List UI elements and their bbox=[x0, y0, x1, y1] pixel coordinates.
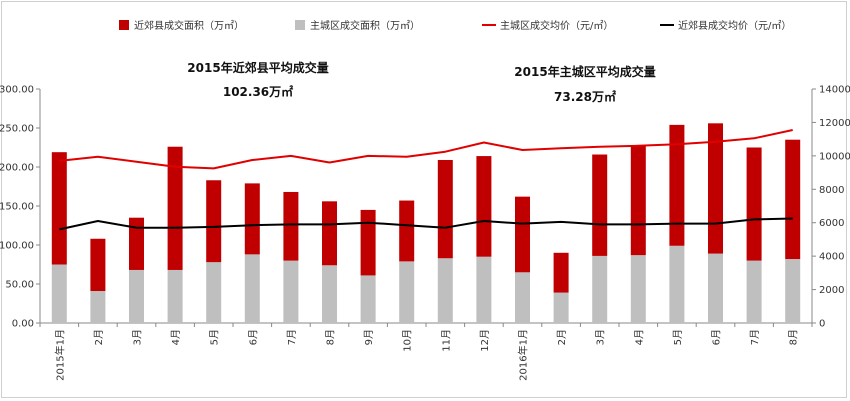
bar-suburban-area bbox=[360, 209, 376, 276]
bar-suburban-area bbox=[592, 154, 608, 256]
bar-suburban-area bbox=[129, 217, 144, 270]
bar-suburban-area bbox=[244, 183, 260, 255]
y-right-tick-label: 4000 bbox=[819, 252, 844, 263]
y-left-tick-label: 100.00 bbox=[0, 241, 34, 252]
bar-suburban-area bbox=[283, 191, 299, 261]
legend-label: 近郊县成交均价（元/㎡） bbox=[678, 19, 791, 32]
x-tick-label: 2月 bbox=[556, 329, 568, 345]
y-left-tick-label: 150.00 bbox=[0, 202, 34, 213]
x-tick-label: 5月 bbox=[672, 329, 684, 345]
bar-urban-area bbox=[553, 292, 569, 323]
bar-suburban-area bbox=[476, 156, 492, 257]
annotation-2015-suburban-value: 102.36万㎡ bbox=[223, 84, 293, 99]
x-tick-label: 4月 bbox=[170, 329, 182, 345]
bar-suburban-area bbox=[206, 180, 222, 263]
bar-urban-area bbox=[669, 245, 685, 323]
y-right-tick-label: 0 bbox=[819, 319, 825, 330]
legend-swatch bbox=[295, 20, 305, 30]
y-left-tick-label: 200.00 bbox=[0, 163, 34, 174]
bars bbox=[51, 123, 801, 323]
legend-label: 主城区成交面积（万㎡） bbox=[310, 19, 420, 32]
bar-urban-area bbox=[708, 253, 723, 323]
bar-urban-area bbox=[360, 275, 376, 323]
bar-urban-area bbox=[51, 264, 67, 323]
y-right-tick-label: 12000 bbox=[819, 118, 850, 129]
bar-suburban-area bbox=[669, 124, 685, 246]
y-left-tick-label: 300.00 bbox=[0, 85, 34, 96]
x-tick-label: 2015年1月 bbox=[53, 329, 66, 381]
bar-urban-area bbox=[630, 255, 646, 323]
line-suburban-price bbox=[59, 217, 793, 231]
bar-suburban-area bbox=[322, 201, 337, 266]
line-urban-price bbox=[59, 129, 793, 170]
bar-suburban-area bbox=[399, 200, 415, 262]
y-right-tick-label: 10000 bbox=[819, 151, 850, 162]
annotation-2015-urban-value: 73.28万㎡ bbox=[554, 89, 616, 104]
x-tick-label: 7月 bbox=[286, 329, 298, 345]
bar-urban-area bbox=[746, 260, 762, 323]
bar-urban-area bbox=[437, 258, 453, 323]
x-tick-label: 3月 bbox=[132, 329, 144, 345]
x-tick-label: 12月 bbox=[479, 329, 491, 352]
y-right-tick-label: 8000 bbox=[819, 185, 844, 196]
x-tick-label: 7月 bbox=[749, 329, 761, 345]
bar-suburban-area bbox=[553, 252, 569, 293]
legend-label: 主城区成交均价（元/㎡） bbox=[500, 19, 613, 32]
x-tick-label: 9月 bbox=[363, 329, 375, 345]
y-left-tick-label: 0.00 bbox=[12, 319, 34, 330]
x-tick-labels: 2015年1月 2月 3月 4月 5月 6月 7月 8月 9月 10月 11月 12月 2016年1月 2… bbox=[53, 329, 799, 381]
x-tick-label: 10月 bbox=[402, 329, 414, 352]
annotation-2015-urban-title: 2015年主城区平均成交量 bbox=[514, 64, 655, 79]
x-tick-label: 3月 bbox=[595, 329, 607, 345]
y-right-tick-label: 2000 bbox=[819, 285, 844, 296]
x-tick-label: 8月 bbox=[325, 329, 337, 345]
x-tick-label: 2月 bbox=[93, 329, 105, 345]
legend-swatch bbox=[119, 20, 129, 30]
bar-suburban-area bbox=[515, 196, 530, 273]
lines bbox=[59, 129, 793, 231]
bar-urban-area bbox=[322, 265, 337, 323]
annotations: 2015年近郊县平均成交量 102.36万㎡ 2015年主城区平均成交量 73.… bbox=[187, 60, 655, 104]
legend-label: 近郊县成交面积（万㎡） bbox=[134, 19, 244, 32]
y-right-tick-label: 6000 bbox=[819, 218, 844, 229]
bar-suburban-area bbox=[708, 123, 723, 254]
x-tick-label: 2016年1月 bbox=[517, 329, 530, 381]
bar-suburban-area bbox=[630, 145, 646, 256]
bar-urban-area bbox=[399, 261, 415, 323]
bar-suburban-area bbox=[90, 238, 106, 292]
bar-urban-area bbox=[90, 291, 106, 323]
bar-urban-area bbox=[283, 260, 299, 323]
annotation-2015-suburban-title: 2015年近郊县平均成交量 bbox=[187, 60, 328, 75]
bar-urban-area bbox=[515, 272, 530, 323]
bar-suburban-area bbox=[785, 139, 801, 260]
bar-suburban-area bbox=[51, 152, 67, 265]
bar-urban-area bbox=[206, 262, 222, 323]
y-right-tick-label: 14000 bbox=[819, 85, 850, 96]
x-tick-label: 11月 bbox=[440, 329, 452, 352]
x-tick-label: 4月 bbox=[633, 329, 645, 345]
bar-urban-area bbox=[785, 259, 801, 323]
bar-urban-area bbox=[167, 269, 183, 323]
bar-suburban-area bbox=[746, 147, 762, 261]
x-tick-label: 8月 bbox=[788, 329, 800, 345]
bar-urban-area bbox=[592, 255, 608, 323]
bar-urban-area bbox=[129, 269, 144, 323]
x-tick-label: 6月 bbox=[711, 329, 723, 345]
y-left-tick-label: 50.00 bbox=[5, 280, 34, 291]
y-left-tick-label: 250.00 bbox=[0, 124, 34, 135]
bar-suburban-area bbox=[167, 146, 183, 270]
legend: 近郊县成交面积（万㎡） 主城区成交面积（万㎡） 主城区成交均价（元/㎡） 近郊县成交均… bbox=[119, 19, 791, 32]
bar-urban-area bbox=[476, 256, 492, 323]
bar-urban-area bbox=[244, 254, 260, 323]
x-tick-label: 5月 bbox=[209, 329, 221, 345]
bar-suburban-area bbox=[437, 159, 453, 259]
x-tick-label: 6月 bbox=[247, 329, 259, 345]
